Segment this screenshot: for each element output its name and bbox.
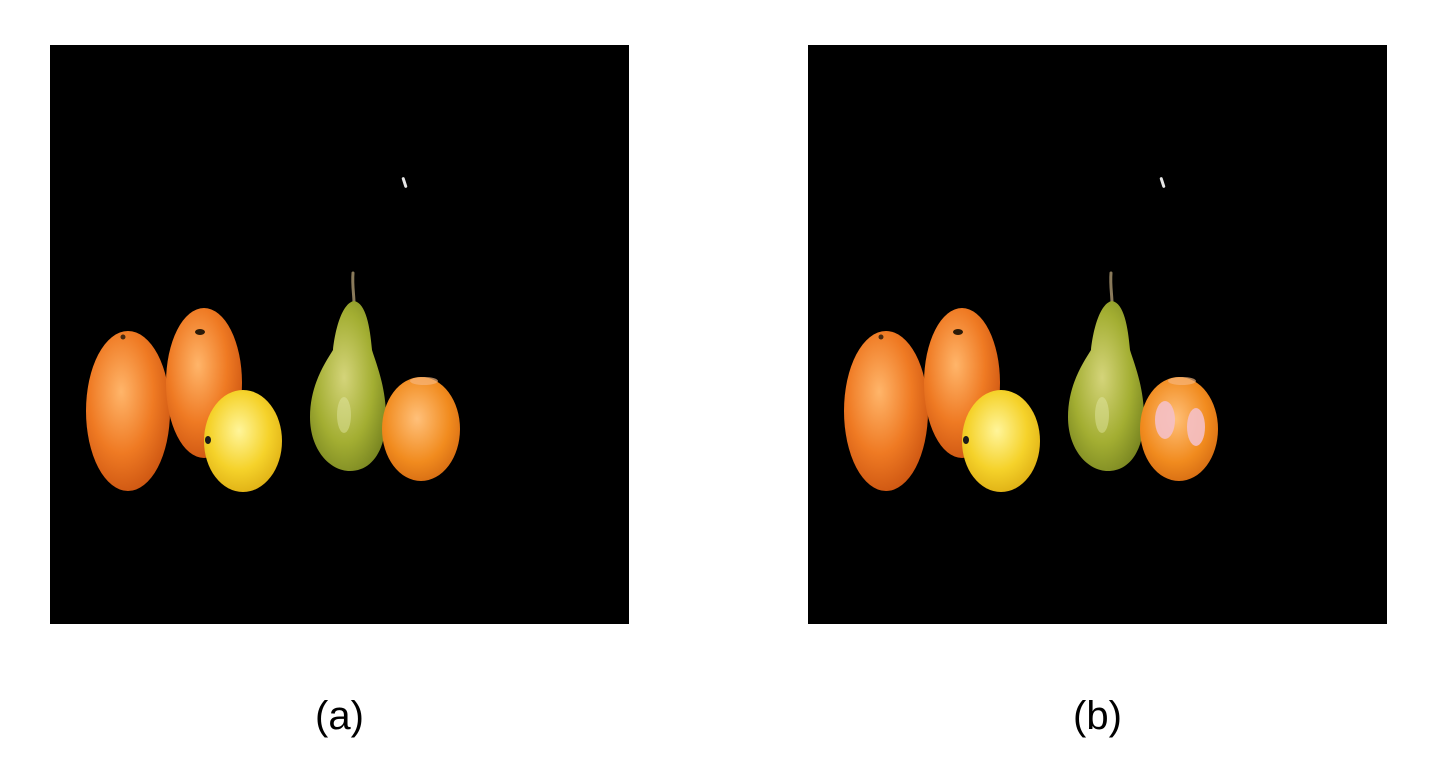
pear-stem bbox=[1109, 271, 1114, 305]
tall-orange bbox=[86, 331, 170, 491]
panel-a-image bbox=[50, 45, 629, 624]
speck bbox=[1159, 177, 1166, 188]
lemon bbox=[204, 390, 282, 492]
speck bbox=[401, 177, 408, 188]
pear bbox=[310, 301, 386, 471]
caption-b: (b) bbox=[1073, 694, 1122, 738]
caption-a: (a) bbox=[315, 694, 364, 738]
mandarin bbox=[1140, 377, 1218, 481]
pear-stem bbox=[351, 271, 356, 305]
highlight-spot-right bbox=[1187, 408, 1205, 446]
fruit-scene-b bbox=[808, 45, 1387, 624]
lemon bbox=[962, 390, 1040, 492]
highlight-spot-left bbox=[1155, 401, 1175, 439]
panel-b-image bbox=[808, 45, 1387, 624]
mandarin bbox=[382, 377, 460, 481]
fruit-scene-a bbox=[50, 45, 629, 624]
tall-orange bbox=[844, 331, 928, 491]
pear bbox=[1068, 301, 1144, 471]
